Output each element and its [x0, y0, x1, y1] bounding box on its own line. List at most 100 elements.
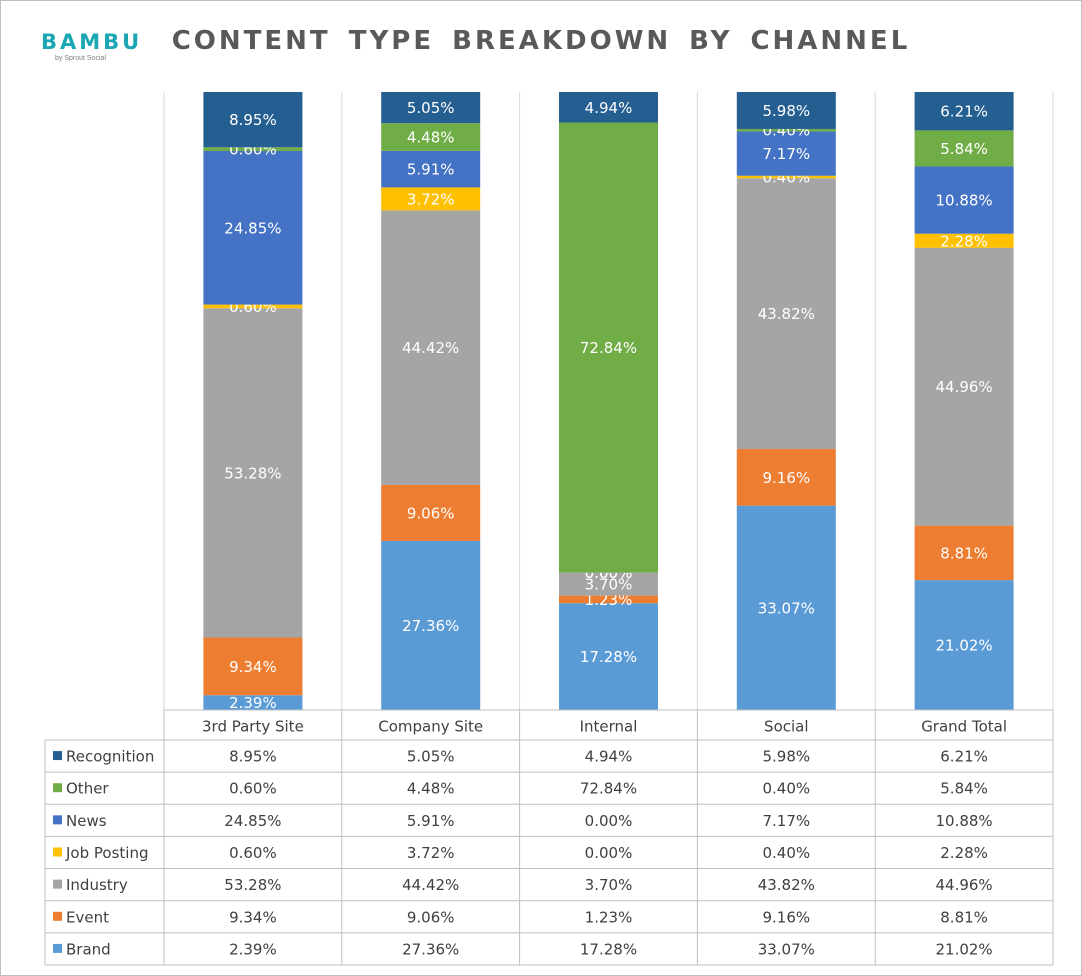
- bar-label-news-company-site: 5.91%: [407, 161, 455, 179]
- bar-news-grand-total: [914, 166, 1014, 234]
- bar-label-other-company-site: 4.48%: [407, 129, 455, 147]
- bar-label-other-internal: 72.84%: [580, 339, 637, 357]
- bars-layer: 2.39%9.34%53.28%0.60%24.85%0.60%8.95%27.…: [203, 92, 1014, 712]
- table-cell-industry-social: 43.82%: [758, 876, 815, 894]
- bar-label-brand-social: 33.07%: [758, 599, 815, 617]
- table-cell-recognition-internal: 4.94%: [585, 748, 633, 766]
- legend-label-brand: Brand: [66, 940, 111, 958]
- legend-key-recognition: [53, 751, 62, 761]
- bar-news-company-site: [381, 150, 481, 188]
- bar-label-job-posting-grand-total: 2.28%: [940, 232, 988, 250]
- category-label-grand-total: Grand Total: [921, 718, 1007, 736]
- table-cell-brand-social: 33.07%: [758, 940, 815, 958]
- bar-label-news-grand-total: 10.88%: [935, 192, 992, 210]
- table-cell-industry-3rd-party-site: 53.28%: [224, 876, 281, 894]
- legend-key-industry: [53, 879, 62, 889]
- legend-label-job-posting: Job Posting: [65, 844, 148, 862]
- table-cell-news-internal: 0.00%: [585, 812, 633, 830]
- bar-event-internal: [559, 595, 658, 604]
- category-label-internal: Internal: [580, 718, 638, 736]
- bar-brand-grand-total: [914, 580, 1014, 710]
- bar-label-job-posting-company-site: 3.72%: [407, 190, 455, 208]
- table-cell-job-posting-social: 0.40%: [762, 844, 810, 862]
- legend-label-other: Other: [66, 780, 109, 798]
- table-cell-event-grand-total: 8.81%: [940, 908, 988, 926]
- bar-other-internal: [559, 122, 658, 573]
- table-cell-recognition-3rd-party-site: 8.95%: [229, 748, 277, 766]
- category-label-social: Social: [764, 718, 808, 736]
- table-cell-brand-grand-total: 21.02%: [935, 940, 992, 958]
- table-cell-job-posting-3rd-party-site: 0.60%: [229, 844, 277, 862]
- bar-job-posting-3rd-party-site: [203, 304, 303, 309]
- table-cell-news-social: 7.17%: [762, 812, 810, 830]
- category-label-company-site: Company Site: [378, 718, 483, 736]
- bar-label-brand-3rd-party-site: 2.39%: [229, 694, 277, 712]
- bar-industry-grand-total: [914, 247, 1014, 526]
- bar-recognition-internal: [559, 92, 658, 123]
- table-cell-recognition-company-site: 5.05%: [407, 748, 455, 766]
- legend-label-news: News: [66, 812, 107, 830]
- table-cell-industry-internal: 3.70%: [585, 876, 633, 894]
- bar-brand-3rd-party-site: [203, 695, 303, 710]
- bar-label-industry-3rd-party-site: 53.28%: [224, 464, 281, 482]
- logo-wordmark: BAMBU: [41, 30, 143, 54]
- bar-label-brand-internal: 17.28%: [580, 648, 637, 666]
- bar-brand-social: [736, 505, 836, 710]
- bar-industry-social: [736, 178, 836, 450]
- legend-key-job-posting: [53, 847, 62, 857]
- bar-label-event-3rd-party-site: 9.34%: [229, 658, 277, 676]
- bar-job-posting-company-site: [381, 187, 481, 211]
- bar-label-recognition-internal: 4.94%: [585, 99, 633, 117]
- logo-tagline: by Sprout Social: [55, 55, 106, 62]
- bar-industry-3rd-party-site: [203, 308, 303, 638]
- table-cell-recognition-social: 5.98%: [762, 748, 810, 766]
- table-grid: [44, 92, 1054, 966]
- bar-label-industry-social: 43.82%: [758, 305, 815, 323]
- bar-news-social: [736, 131, 836, 176]
- table-cell-brand-internal: 17.28%: [580, 940, 637, 958]
- bar-label-recognition-3rd-party-site: 8.95%: [229, 111, 277, 129]
- table-cell-other-social: 0.40%: [762, 780, 810, 798]
- table-cell-event-internal: 1.23%: [585, 908, 633, 926]
- bar-recognition-social: [736, 92, 836, 129]
- table-cell-recognition-grand-total: 6.21%: [940, 748, 988, 766]
- bar-label-event-social: 9.16%: [762, 469, 810, 487]
- table-cell-event-social: 9.16%: [762, 908, 810, 926]
- table-cell-other-3rd-party-site: 0.60%: [229, 780, 277, 798]
- bar-brand-internal: [559, 603, 658, 710]
- bar-other-social: [736, 128, 836, 132]
- table-cell-event-company-site: 9.06%: [407, 908, 455, 926]
- data-table: 3rd Party Site Company Site Internal Social…: [53, 718, 1007, 958]
- legend-key-other: [53, 783, 62, 793]
- bar-brand-company-site: [381, 540, 481, 710]
- bar-label-recognition-grand-total: 6.21%: [940, 103, 988, 121]
- bambu-logo: BAMBU by Sprout Social: [41, 30, 142, 62]
- bar-event-company-site: [381, 484, 481, 541]
- table-cell-industry-company-site: 44.42%: [402, 876, 459, 894]
- bar-recognition-grand-total: [914, 92, 1014, 131]
- table-cell-news-3rd-party-site: 24.85%: [224, 812, 281, 830]
- table-cell-brand-company-site: 27.36%: [402, 940, 459, 958]
- bar-label-industry-grand-total: 44.96%: [935, 378, 992, 396]
- bar-event-social: [736, 449, 836, 506]
- bar-other-grand-total: [914, 130, 1014, 167]
- table-cell-job-posting-company-site: 3.72%: [407, 844, 455, 862]
- bar-label-industry-internal: 3.70%: [585, 576, 633, 594]
- bar-job-posting-social: [736, 175, 836, 179]
- legend-label-industry: Industry: [66, 876, 128, 894]
- bar-news-3rd-party-site: [203, 151, 303, 305]
- table-cell-news-grand-total: 10.88%: [935, 812, 992, 830]
- bar-other-company-site: [381, 123, 481, 151]
- legend-key-news: [53, 815, 62, 825]
- bar-label-event-company-site: 9.06%: [407, 504, 455, 522]
- legend-key-brand: [53, 943, 62, 953]
- bar-label-other-grand-total: 5.84%: [940, 140, 988, 158]
- table-cell-other-grand-total: 5.84%: [940, 780, 988, 798]
- bar-label-news-social: 7.17%: [762, 145, 810, 163]
- category-label-3rd-party-site: 3rd Party Site: [202, 718, 304, 736]
- legend-label-event: Event: [66, 908, 109, 926]
- bar-event-3rd-party-site: [203, 637, 303, 696]
- table-cell-event-3rd-party-site: 9.34%: [229, 908, 277, 926]
- bar-label-industry-company-site: 44.42%: [402, 339, 459, 357]
